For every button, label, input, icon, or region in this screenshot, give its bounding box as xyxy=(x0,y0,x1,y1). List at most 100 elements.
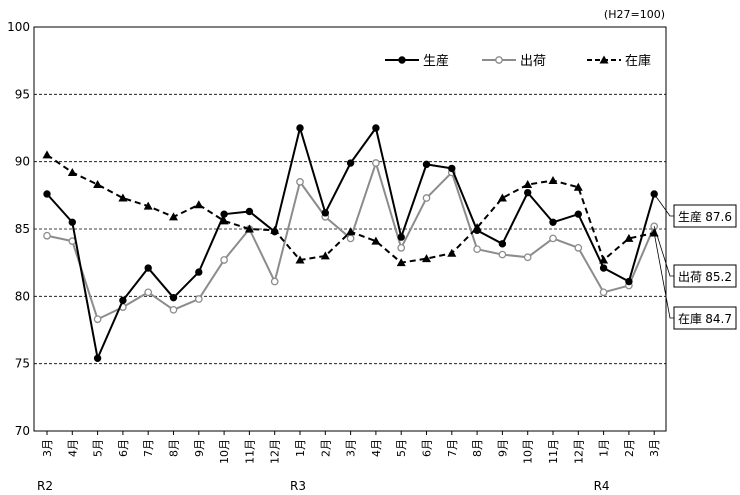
x-tick-label: 7月 xyxy=(446,439,459,457)
data-point xyxy=(346,159,355,167)
data-point xyxy=(574,244,583,252)
x-tick-label: 3月 xyxy=(41,439,54,457)
data-point xyxy=(93,315,102,324)
x-tick-label: 7月 xyxy=(142,439,155,457)
data-point xyxy=(271,227,279,236)
plot-area-frame xyxy=(33,26,667,432)
data-point xyxy=(346,227,356,236)
data-point xyxy=(396,258,406,267)
y-tick-label: 95 xyxy=(15,87,30,101)
data-point xyxy=(220,210,228,218)
data-point xyxy=(473,245,481,254)
data-point xyxy=(320,251,330,260)
x-tick-label: 10月 xyxy=(522,439,535,464)
data-point xyxy=(169,293,178,302)
x-tick-label: 11月 xyxy=(547,439,560,464)
x-tick-label: 2月 xyxy=(623,439,636,457)
data-point xyxy=(219,216,229,225)
data-point xyxy=(295,255,305,264)
x-tick-label: 6月 xyxy=(421,439,434,457)
legend-label: 出荷 xyxy=(520,54,546,69)
data-point xyxy=(67,167,77,176)
data-point xyxy=(296,178,304,186)
x-tick-label: 1月 xyxy=(294,439,307,457)
data-point xyxy=(43,231,51,240)
callout-leader xyxy=(653,226,674,277)
data-point xyxy=(498,250,507,259)
callout-0: 生産 87.6 xyxy=(653,193,737,228)
year-label: R3 xyxy=(290,479,306,493)
data-point xyxy=(194,295,203,303)
x-tick-label: 3月 xyxy=(648,439,661,457)
x-tick-label: 4月 xyxy=(370,439,383,457)
legend-item-2: 在庫 xyxy=(587,54,651,69)
data-point xyxy=(143,201,153,210)
data-point xyxy=(397,244,406,252)
callout-leader xyxy=(653,193,674,217)
x-tick-label: 2月 xyxy=(319,439,332,457)
callout-box xyxy=(673,306,737,330)
data-point xyxy=(144,264,152,272)
data-point xyxy=(169,305,178,314)
data-point xyxy=(599,264,608,272)
data-point xyxy=(43,190,51,198)
legend-marker xyxy=(599,55,609,64)
series-1 xyxy=(43,159,659,324)
data-point xyxy=(93,354,102,362)
data-point xyxy=(497,193,507,202)
x-tick-label: 12月 xyxy=(572,439,585,464)
data-point xyxy=(93,180,103,189)
y-tick-label: 90 xyxy=(15,155,30,169)
x-tick-label: 12月 xyxy=(269,439,282,464)
y-tick-label: 75 xyxy=(15,357,30,371)
series-lines xyxy=(42,124,659,362)
data-point xyxy=(372,124,380,132)
x-tick-label: 5月 xyxy=(92,439,105,457)
legend: 生産 出荷 在庫 xyxy=(385,53,651,69)
y-tick-label: 100 xyxy=(7,20,30,34)
data-point xyxy=(194,200,204,209)
callout-name: 在庫 xyxy=(678,312,702,326)
data-point xyxy=(549,218,557,226)
data-point xyxy=(422,160,431,169)
callout-1: 出荷 85.2 xyxy=(653,226,737,288)
data-point xyxy=(548,176,558,185)
data-point xyxy=(448,164,456,173)
data-point xyxy=(245,207,254,216)
data-point xyxy=(42,150,52,159)
y-tick-label: 85 xyxy=(15,222,30,236)
x-tick-label: 6月 xyxy=(117,439,130,457)
data-point xyxy=(422,194,431,202)
callout-value: 87.6 xyxy=(705,210,732,224)
year-label: R4 xyxy=(594,479,610,493)
y-tick-label: 80 xyxy=(15,289,30,303)
legend-label: 在庫 xyxy=(625,54,651,69)
x-tick-label: 1月 xyxy=(598,439,611,457)
callout-box xyxy=(673,204,737,228)
legend-label: 生産 xyxy=(423,53,449,69)
y-tick-label: 70 xyxy=(15,424,30,438)
data-point xyxy=(574,210,582,218)
axes: 100 95 90 85 80 75 70 3月 4月 5月 6月 7月 8月 9月 10月 11月 12月 1月… xyxy=(7,20,667,493)
data-point xyxy=(447,248,457,257)
legend-marker xyxy=(398,56,406,64)
x-tick-label: 8月 xyxy=(168,439,181,457)
x-tick-label: 8月 xyxy=(471,439,484,457)
data-point xyxy=(523,180,533,189)
data-point xyxy=(119,296,127,305)
series-0 xyxy=(43,124,658,362)
data-point xyxy=(118,193,128,202)
data-point xyxy=(422,254,431,263)
data-point xyxy=(624,233,634,242)
data-point xyxy=(346,234,355,243)
callout-box xyxy=(673,264,737,288)
data-point xyxy=(573,182,583,191)
data-point xyxy=(144,288,153,297)
x-tick-label: 9月 xyxy=(193,439,206,457)
x-tick-label: 5月 xyxy=(395,439,408,457)
x-tick-label: 3月 xyxy=(345,439,358,457)
data-point xyxy=(244,224,254,233)
data-point xyxy=(625,277,633,286)
